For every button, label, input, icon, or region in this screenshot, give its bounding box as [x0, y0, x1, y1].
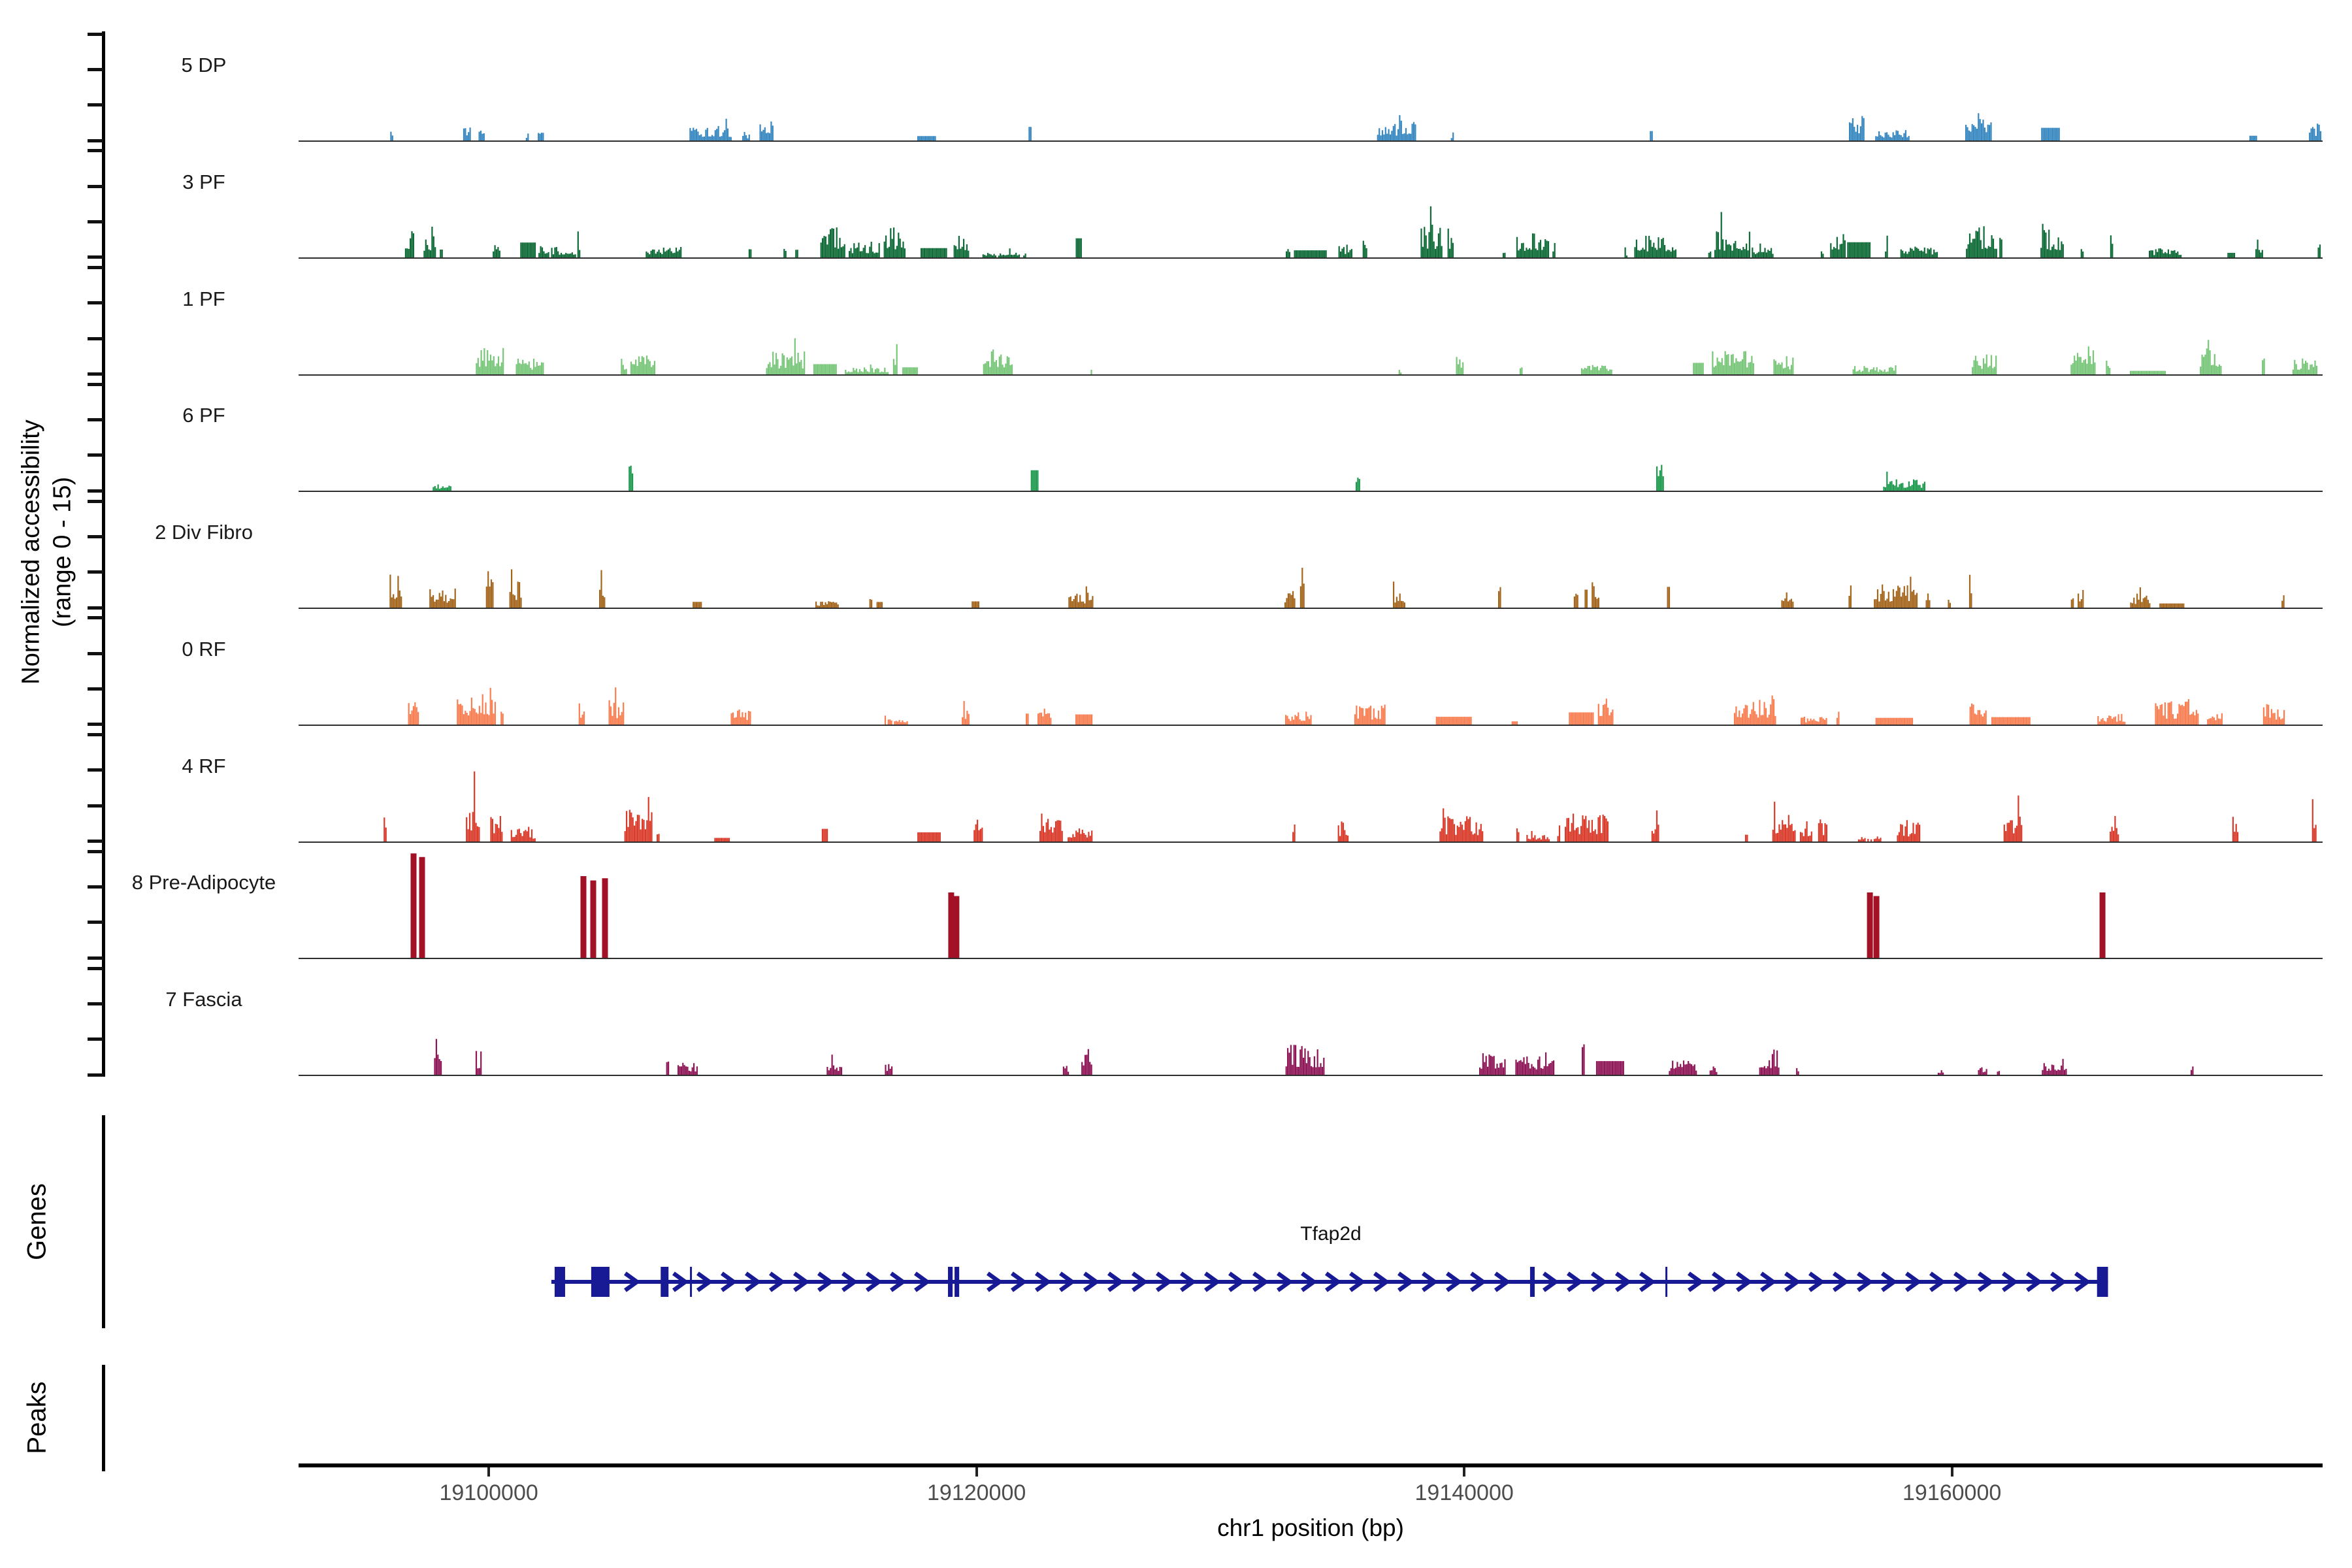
y-axis-tick	[88, 804, 103, 808]
x-axis-title: chr1 position (bp)	[1217, 1514, 1404, 1541]
y-axis-tick	[88, 499, 103, 503]
y-axis-tick	[88, 67, 103, 71]
gene-exon	[1529, 1267, 1535, 1297]
y-axis-tick	[88, 266, 103, 269]
x-axis-tick	[1950, 1467, 1953, 1477]
gene-exon	[2097, 1267, 2108, 1297]
track-label: 8 Pre-Adipocyte	[131, 871, 276, 894]
y-axis-tick	[88, 1037, 103, 1041]
x-axis-tick-label: 19120000	[927, 1480, 1026, 1505]
y-axis-tick	[88, 651, 103, 655]
y-axis-tick	[88, 687, 103, 691]
y-axis-tick	[88, 184, 103, 188]
x-axis-tick-label: 19160000	[1903, 1480, 2002, 1505]
gene-exon	[661, 1267, 669, 1297]
y-axis-tick	[88, 489, 103, 493]
y-axis-tick	[88, 382, 103, 386]
y-axis-tick	[88, 1073, 103, 1077]
y-axis-tick	[88, 418, 103, 422]
gene-exon	[554, 1267, 565, 1297]
y-axis-tick	[88, 956, 103, 960]
track-signal	[299, 1039, 2323, 1076]
y-axis-tick	[88, 921, 103, 924]
y-axis-tick	[88, 840, 103, 843]
gene-exon	[955, 1267, 960, 1297]
y-axis-tick	[88, 733, 103, 736]
signal-area	[384, 771, 2317, 841]
y-axis-tick	[88, 1002, 103, 1005]
signal-area	[433, 465, 1925, 491]
y-axis-tick	[88, 768, 103, 772]
y-axis-tick	[88, 885, 103, 889]
y-axis-tick	[88, 570, 103, 574]
y-axis-tick	[88, 301, 103, 305]
gene-exon	[591, 1267, 610, 1297]
y-axis-tick	[88, 103, 103, 107]
gene-exon	[690, 1267, 693, 1297]
track-label: 6 PF	[182, 404, 225, 427]
signal-area	[476, 338, 2317, 374]
gene-exon	[947, 1267, 953, 1297]
signal-area	[390, 113, 2322, 140]
x-axis-tick	[487, 1467, 491, 1477]
x-axis-line	[299, 1463, 2323, 1467]
y-axis-tick	[88, 616, 103, 620]
track-label: 1 PF	[182, 287, 225, 310]
y-axis-tick	[88, 255, 103, 259]
track-signal	[299, 687, 2323, 726]
y-axis-tick	[88, 723, 103, 727]
y-axis-tick	[88, 149, 103, 153]
peaks-y-axis-line	[102, 1365, 105, 1471]
x-axis-tick-label: 19140000	[1414, 1480, 1514, 1505]
gene-name-label: Tfap2d	[1300, 1223, 1362, 1245]
signal-area	[408, 687, 2285, 725]
track-signal	[299, 853, 2323, 960]
track-signal	[299, 206, 2323, 259]
track-label: 2 Div Fibro	[155, 521, 253, 544]
track-label: 3 PF	[182, 170, 225, 193]
y-axis-tick	[88, 966, 103, 970]
x-axis-tick	[1463, 1467, 1466, 1477]
peaks-section-label: Peaks	[22, 1381, 52, 1454]
signal-area	[389, 568, 2285, 608]
track-signal	[299, 338, 2323, 376]
genes-section-label: Genes	[22, 1183, 52, 1260]
strand-direction-chevrons	[624, 1271, 2091, 1292]
x-axis-tick-label: 19100000	[439, 1480, 538, 1505]
y-axis-tick	[88, 453, 103, 457]
accessibility-y-axis-line	[102, 31, 105, 1077]
track-signal	[299, 771, 2323, 843]
signal-area	[434, 1039, 2194, 1075]
gene-model	[551, 1267, 2108, 1297]
track-label: 7 Fascia	[165, 988, 242, 1011]
y-axis-tick	[88, 139, 103, 142]
track-label: 5 DP	[181, 54, 227, 76]
signal-area	[404, 206, 2321, 257]
y-axis-tick	[88, 849, 103, 853]
track-label: 0 RF	[182, 637, 226, 661]
y-axis-tick	[88, 336, 103, 340]
y-axis-tick	[88, 32, 103, 36]
y-axis-tick	[88, 606, 103, 610]
signal-area	[410, 853, 2106, 958]
track-label: 4 RF	[182, 754, 226, 777]
genes-y-axis-line	[102, 1115, 105, 1328]
gene-exon	[1665, 1267, 1668, 1297]
y-axis-tick	[88, 534, 103, 538]
track-signal	[299, 568, 2323, 609]
x-axis-tick	[975, 1467, 978, 1477]
track-signal	[299, 465, 2323, 493]
y-axis-tick	[88, 372, 103, 376]
y-axis-tick	[88, 220, 103, 223]
track-signal	[299, 113, 2323, 142]
